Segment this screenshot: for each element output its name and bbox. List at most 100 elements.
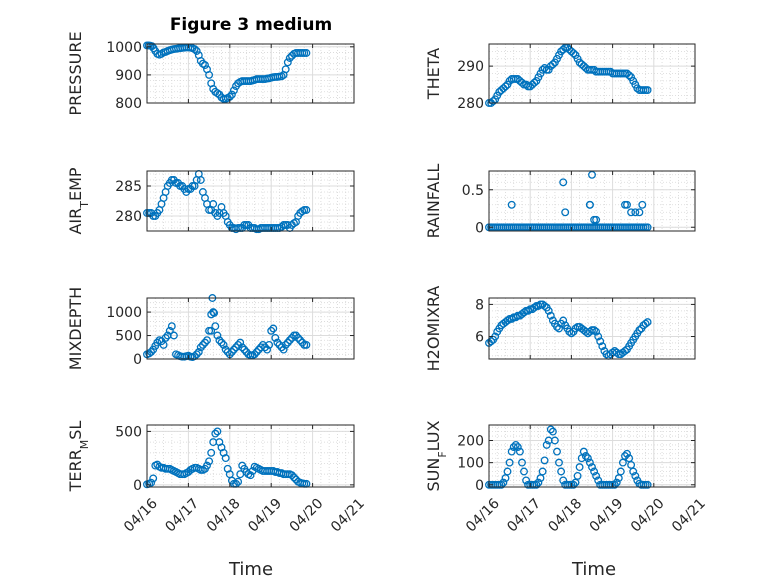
data-point (192, 47, 201, 55)
data-point (555, 458, 563, 467)
data-point (205, 70, 214, 79)
x-tick-label: 04/20 (287, 496, 327, 536)
data-point (211, 429, 220, 438)
data-point (283, 338, 292, 347)
data-point (546, 311, 555, 320)
data-point (240, 345, 249, 354)
subplot-8: 0 100 200 04/16 04/17 04/18 04/19 04/20 04/21 SUN… (424, 420, 709, 535)
data-point (511, 313, 520, 322)
data-point (503, 467, 512, 476)
data-point (290, 473, 298, 482)
data-point (641, 319, 650, 328)
data-point (585, 200, 594, 209)
data-point (205, 457, 214, 466)
data-point (499, 478, 508, 487)
axes-background (147, 44, 354, 103)
axes-background (489, 171, 695, 231)
data-point (561, 208, 570, 217)
y-tick-label: 800 (115, 96, 142, 112)
data-point (610, 480, 619, 489)
data-point (250, 350, 259, 359)
data-point (246, 471, 255, 480)
data-point (596, 337, 605, 346)
data-point (201, 338, 209, 347)
data-point (513, 443, 522, 452)
data-point (503, 316, 512, 325)
data-point (635, 326, 644, 335)
data-point (292, 331, 300, 340)
data-point (590, 467, 599, 476)
subplot-3: 280 285 AIRTEMP (66, 167, 355, 235)
data-point (269, 324, 278, 333)
data-point (575, 463, 584, 472)
data-point (207, 326, 216, 335)
data-point (192, 350, 201, 359)
x-tick-label: 04/21 (669, 496, 709, 536)
data-point (507, 447, 516, 456)
data-point (579, 447, 588, 456)
data-point (623, 200, 631, 209)
x-tick-label: 04/21 (328, 496, 368, 536)
data-point (592, 327, 601, 336)
y-tick-label: 8 (475, 297, 484, 313)
data-point (629, 467, 638, 476)
y-axis-label: THETA (424, 48, 443, 100)
data-point (511, 440, 520, 449)
y-tick-label: 280 (457, 96, 484, 112)
data-point (635, 208, 644, 217)
figure-title: Figure 3 medium (170, 15, 332, 35)
data-point (279, 345, 288, 354)
data-point (569, 480, 578, 489)
y-tick-label: 900 (115, 68, 142, 84)
data-point (211, 322, 220, 331)
data-series (485, 300, 652, 360)
data-point (287, 471, 296, 480)
data-point (213, 331, 222, 340)
data-point (594, 332, 603, 341)
data-point (203, 461, 211, 470)
data-point (298, 338, 307, 347)
data-point (538, 467, 547, 476)
data-point (267, 326, 276, 335)
x-tick-label: 04/17 (504, 496, 544, 536)
data-point (518, 78, 526, 87)
axes-box (488, 424, 696, 488)
data-point (505, 458, 514, 467)
y-tick-label: 6 (475, 330, 484, 346)
subplot-1: 800 900 1000 PRESSURE (66, 31, 355, 116)
data-point (520, 308, 528, 317)
data-point (147, 348, 156, 356)
axes-box (488, 297, 696, 360)
data-point (569, 49, 578, 58)
data-point (209, 200, 218, 208)
data-point (277, 343, 286, 352)
data-point (201, 61, 209, 70)
data-point (215, 336, 224, 345)
data-series (485, 43, 652, 107)
data-point (585, 458, 594, 467)
data-point (296, 336, 305, 345)
y-tick-label: 1000 (106, 305, 142, 321)
data-point (221, 454, 230, 463)
subplot-7: 0 500 04/16 04/17 04/18 04/19 04/20 04/21 TERRMS… (66, 421, 368, 536)
axes-box (146, 424, 355, 488)
data-point (643, 86, 652, 95)
data-point (520, 467, 528, 476)
data-point (621, 347, 629, 355)
data-point (583, 454, 592, 463)
data-point (544, 306, 553, 315)
data-point (273, 338, 282, 347)
y-tick-label: 0 (475, 220, 484, 236)
x-axis-label-right: Time (571, 559, 616, 580)
data-point (555, 324, 563, 333)
data-point (219, 340, 228, 349)
data-point (190, 352, 199, 361)
data-point (522, 476, 531, 485)
data-point (167, 322, 176, 331)
y-tick-label: 500 (115, 424, 142, 440)
axes-background (147, 425, 354, 487)
data-point (571, 478, 580, 487)
y-axis-label: PRESSURE (66, 31, 85, 115)
data-point (507, 314, 516, 323)
